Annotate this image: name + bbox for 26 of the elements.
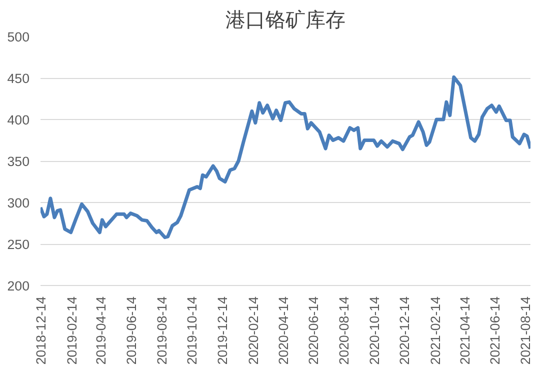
y-tick-label: 500 — [7, 30, 30, 44]
x-tick-label: 2021-04-14 — [457, 296, 472, 365]
x-tick-label: 2021-06-14 — [488, 296, 503, 365]
x-tick-label: 2019-04-14 — [94, 296, 109, 365]
y-tick-label: 350 — [7, 154, 30, 169]
y-tick-label: 450 — [7, 71, 30, 86]
y-tick-label: 300 — [7, 196, 30, 210]
x-tick-label: 2020-06-14 — [306, 296, 322, 365]
y-tick-label: 400 — [7, 112, 30, 128]
x-tick-label: 2019-08-14 — [154, 296, 170, 365]
line-series — [40, 75, 530, 240]
x-tick-label: 2020-04-14 — [276, 296, 291, 365]
chart-title: 港口铬矿库存 — [226, 8, 346, 32]
x-tick-label: 2019-02-14 — [64, 296, 80, 365]
x-tick-label: 2021-08-14 — [518, 296, 534, 365]
y-tick-label: 200 — [7, 278, 30, 294]
y-tick-label: 250 — [7, 237, 30, 252]
x-tick-label: 2019-10-14 — [184, 296, 200, 365]
x-tick-label: 2019-06-14 — [124, 296, 140, 365]
x-tick-label: 2020-08-14 — [336, 296, 352, 365]
x-tick-label: 2018-12-14 — [34, 296, 48, 365]
x-tick-label: 2019-12-14 — [215, 296, 230, 365]
x-tick-label: 2020-12-14 — [397, 296, 412, 365]
x-tick-label: 2020-10-14 — [366, 296, 382, 365]
x-tick-label: 2020-02-14 — [246, 296, 261, 365]
x-tick-label: 2021-02-14 — [428, 296, 443, 365]
